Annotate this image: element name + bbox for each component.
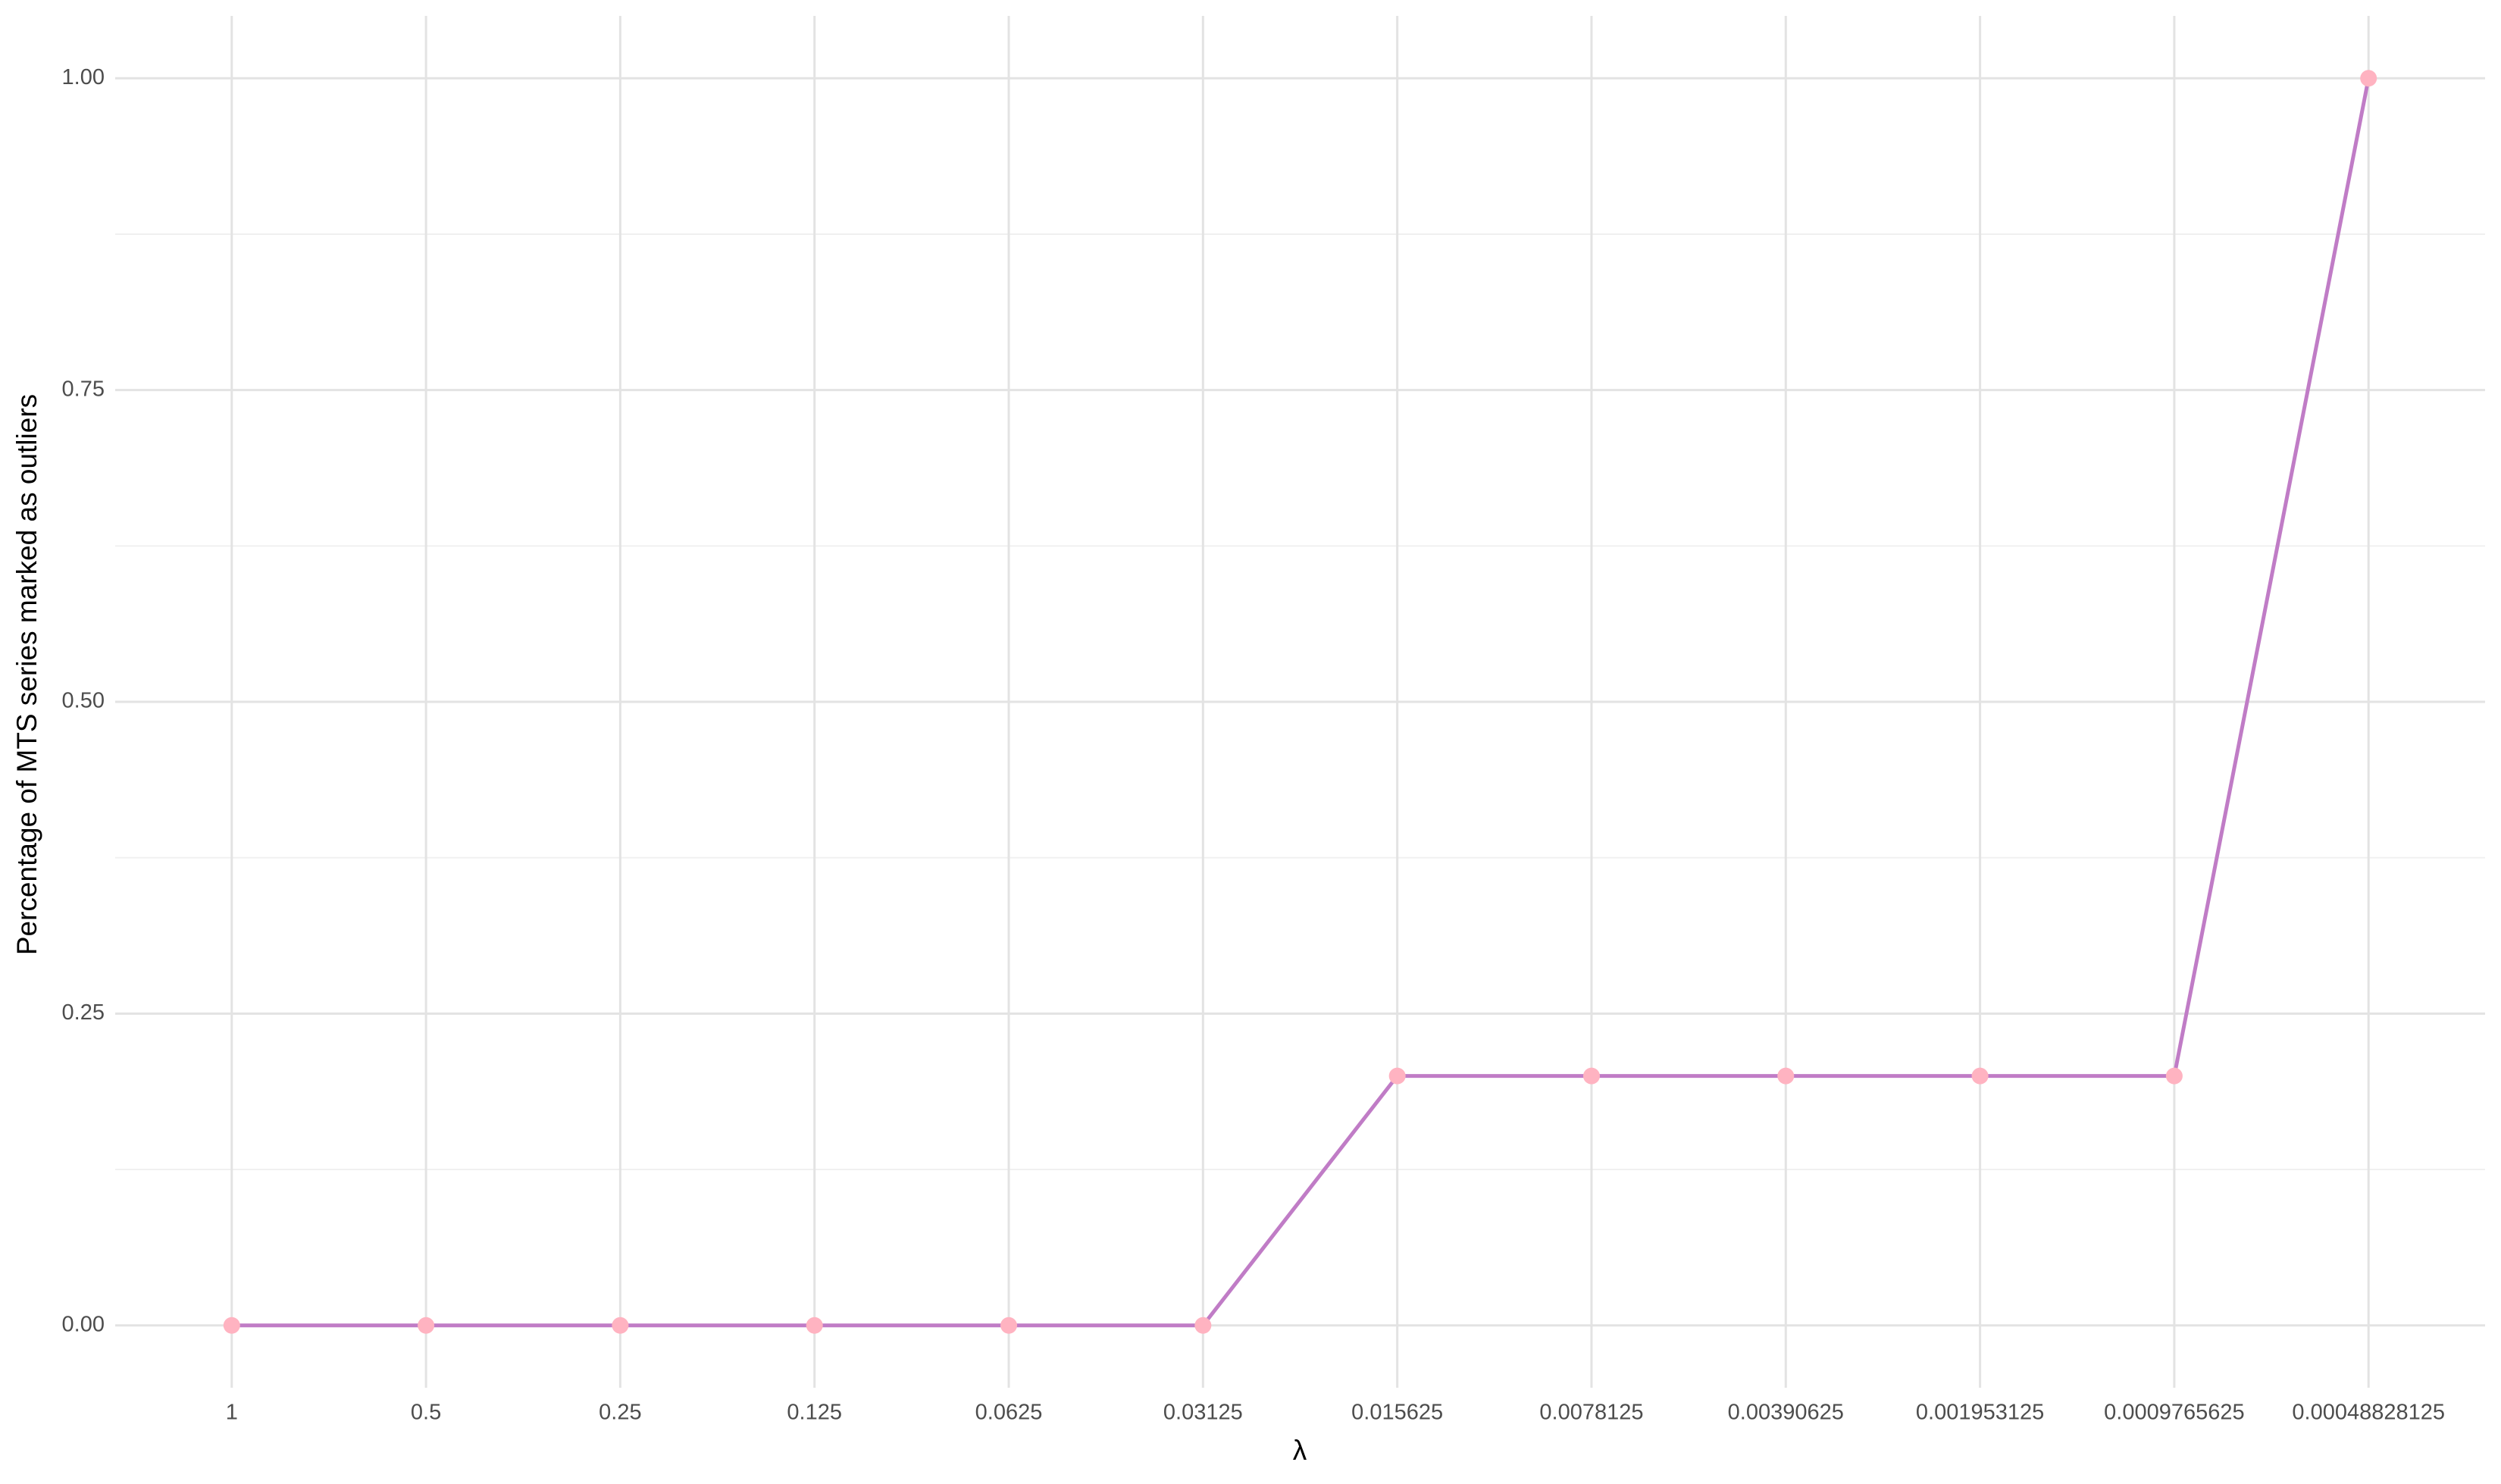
point [1582, 1067, 1600, 1085]
y-tick-label: 0.25 [62, 1000, 105, 1025]
x-tick-label: 0.00048828125 [2292, 1401, 2445, 1425]
x-tick-label: 0.0009765625 [2104, 1401, 2244, 1425]
y-tick-label: 0.75 [62, 377, 105, 401]
x-tick-label: 0.015625 [1351, 1401, 1443, 1425]
point [2165, 1067, 2183, 1085]
point [418, 1317, 435, 1334]
y-tick-label: 0.00 [62, 1312, 105, 1336]
x-tick-label: 0.0625 [975, 1401, 1043, 1425]
point [1194, 1317, 1212, 1334]
x-tick-label: 0.0078125 [1539, 1401, 1643, 1425]
x-tick-label: 0.25 [599, 1401, 641, 1425]
y-axis-title: Percentage of MTS series marked as outli… [11, 394, 42, 955]
x-axis-title: λ [1293, 1435, 1307, 1466]
x-tick-label: 1 [226, 1401, 238, 1425]
point [806, 1317, 823, 1334]
x-tick-label: 0.5 [411, 1401, 441, 1425]
x-tick-label: 0.00390625 [1728, 1401, 1844, 1425]
point [2360, 70, 2377, 87]
point [1388, 1067, 1406, 1085]
point [1000, 1317, 1018, 1334]
x-tick-label: 0.03125 [1163, 1401, 1243, 1425]
x-tick-label: 0.125 [787, 1401, 842, 1425]
line [231, 77, 2371, 1328]
point [1971, 1067, 1989, 1085]
point [223, 1317, 240, 1334]
point [612, 1317, 629, 1334]
y-tick-label: 0.50 [62, 689, 105, 713]
point [1777, 1067, 1795, 1085]
y-tick-label: 1.00 [62, 65, 105, 89]
x-tick-label: 0.001953125 [1916, 1401, 2044, 1425]
